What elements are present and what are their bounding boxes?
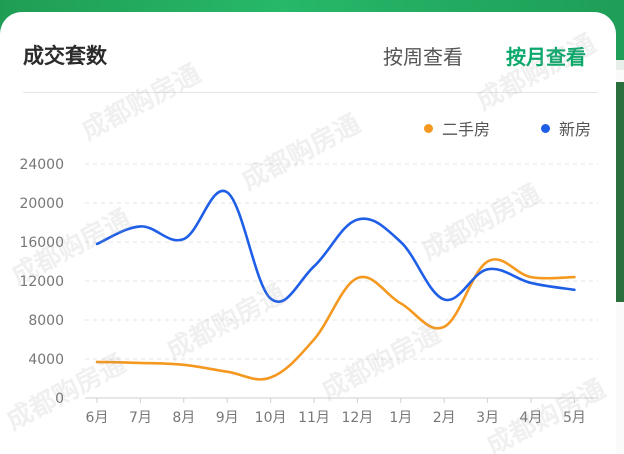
series-line-second-hand: [95, 258, 576, 381]
x-tick-label: 9月: [216, 410, 239, 426]
legend-label-new-house: 新房: [559, 120, 592, 139]
y-tick-label: 16000: [19, 235, 64, 251]
x-tick-label: 2月: [433, 410, 456, 426]
x-tick-label: 5月: [563, 410, 586, 426]
x-tick-label: 10月: [255, 410, 287, 426]
x-tick-label: 12月: [341, 410, 373, 426]
deal-volume-card: 成交套数 按周查看 按月查看 二手房 新房 0 4000 8000 12000 1600…: [0, 12, 616, 454]
x-tick-label: 3月: [476, 410, 499, 426]
line-chart: 0 4000 8000 12000 16000 20000 24000 6月 7月 8月 9月 10月…: [19, 157, 598, 426]
y-tick-label: 8000: [28, 313, 64, 329]
tab-weekly[interactable]: 按周查看: [383, 45, 463, 69]
legend-swatch-new-house: [541, 123, 550, 133]
y-tick-label: 4000: [28, 352, 64, 368]
header-divider: [23, 92, 598, 93]
legend-swatch-second-hand: [424, 123, 433, 133]
legend-item-new-house: 新房: [541, 116, 591, 140]
y-tick-label: 0: [55, 391, 64, 407]
y-tick-label: 20000: [19, 196, 64, 212]
tab-monthly[interactable]: 按月查看: [506, 45, 586, 69]
x-tick-label: 8月: [172, 410, 195, 426]
x-tick-label: 11月: [298, 410, 330, 426]
legend-item-second-hand: 二手房: [424, 116, 490, 140]
x-tick-label: 4月: [520, 410, 543, 426]
x-tick-label: 6月: [86, 410, 109, 426]
y-tick-label: 12000: [19, 274, 64, 290]
x-tick-label: 1月: [389, 410, 412, 426]
series-line-new-house: [95, 189, 576, 303]
x-tick-label: 7月: [129, 410, 152, 426]
card-title: 成交套数: [23, 44, 107, 68]
legend-label-second-hand: 二手房: [442, 120, 491, 139]
y-tick-label: 24000: [19, 157, 64, 173]
